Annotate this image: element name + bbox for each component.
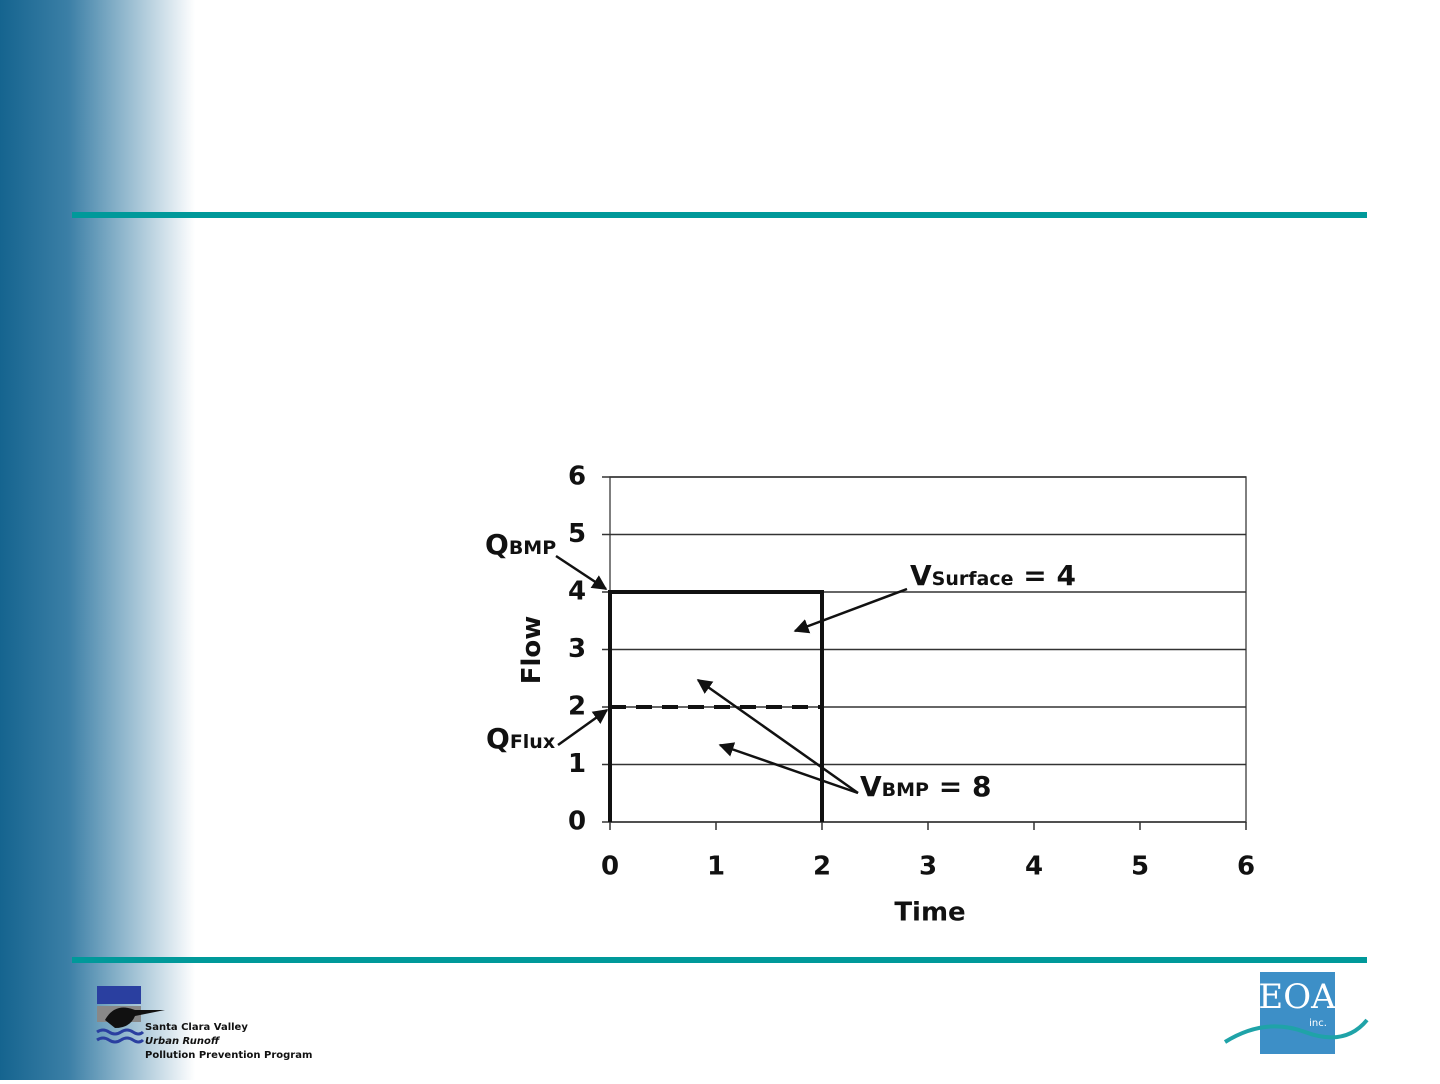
plot: 0 1 2 3 4 5 6 0 1 2 3 4 5 6 xyxy=(568,462,1255,882)
y-tick-label: 5 xyxy=(568,519,586,549)
arrow xyxy=(718,742,859,795)
top-rule xyxy=(72,212,1367,218)
y-tick-label: 6 xyxy=(568,462,586,492)
logo-text: Pollution Prevention Program xyxy=(145,1050,312,1061)
logo-name: EOA xyxy=(1258,977,1336,1017)
x-tick-label: 6 xyxy=(1237,852,1255,882)
logo-mark xyxy=(97,986,141,1004)
logo-box xyxy=(1260,972,1335,1054)
right-logo: EOA inc. xyxy=(1223,972,1369,1054)
x-tick-label: 0 xyxy=(601,852,619,882)
arrow xyxy=(793,587,908,634)
y-tick-label: 2 xyxy=(568,692,586,722)
arrow xyxy=(555,554,608,591)
arrow xyxy=(696,678,859,795)
y-tick-label: 3 xyxy=(568,634,586,664)
annotation: VSurface = 4 xyxy=(910,559,1076,592)
logo-text: Urban Runoff xyxy=(145,1036,221,1047)
logo-waves xyxy=(96,1028,145,1044)
annotation: QFlux xyxy=(486,722,555,755)
arrows xyxy=(555,554,908,795)
x-tick-label: 1 xyxy=(707,852,725,882)
logo-suffix: inc. xyxy=(1309,1018,1327,1029)
x-tick-label: 3 xyxy=(919,852,937,882)
x-axis-title: Time xyxy=(894,898,965,928)
logo-swoosh xyxy=(1223,1018,1369,1044)
x-tick-label: 5 xyxy=(1131,852,1149,882)
bottom-rule xyxy=(72,957,1367,963)
annotation: QBMP xyxy=(485,528,556,561)
annotation: VBMP = 8 xyxy=(860,770,991,803)
logo-text: Santa Clara Valley xyxy=(145,1022,248,1033)
x-tick-label: 4 xyxy=(1025,852,1043,882)
y-tick-label: 0 xyxy=(568,807,586,837)
left-logo: Santa Clara Valley Urban Runoff Pollutio… xyxy=(96,986,312,1061)
y-axis-title: Flow xyxy=(517,616,547,685)
arrow xyxy=(557,708,609,747)
side-gradient xyxy=(0,0,195,1080)
y-tick-label: 4 xyxy=(568,577,586,607)
y-tick-label: 1 xyxy=(568,749,586,779)
x-tick-label: 2 xyxy=(813,852,831,882)
logo-bird xyxy=(105,1007,165,1028)
